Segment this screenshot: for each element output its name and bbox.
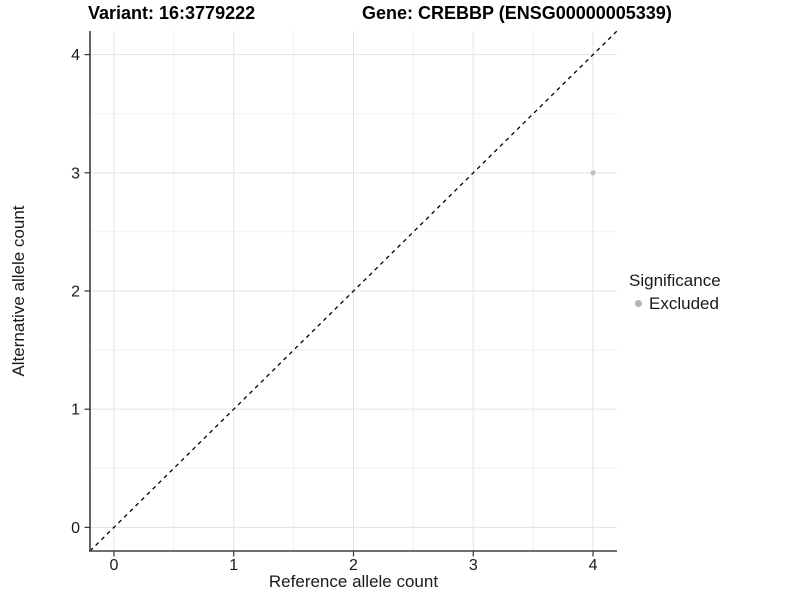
x-tick-label: 3 [469, 557, 478, 574]
legend-item-label: Excluded [649, 294, 719, 313]
x-axis-title: Reference allele count [268, 572, 439, 591]
variant-title: Variant: 16:3779222 [88, 3, 256, 23]
y-axis-title: Alternative allele count [9, 205, 28, 377]
y-tick-label: 3 [71, 165, 80, 182]
legend-item-excluded: Excluded [629, 293, 721, 314]
legend-title: Significance [629, 271, 721, 290]
gene-title: Gene: CREBBP (ENSG00000005339) [362, 3, 672, 23]
y-tick-label: 2 [71, 284, 80, 301]
excluded-point-icon [635, 300, 642, 307]
identity-line [89, 30, 618, 552]
x-tick-label: 4 [589, 557, 598, 574]
legend: Significance Excluded [629, 270, 721, 314]
y-tick-label: 4 [71, 47, 80, 64]
x-tick-label: 1 [229, 557, 238, 574]
x-tick-label: 2 [349, 557, 358, 574]
y-tick-label: 1 [71, 402, 80, 419]
x-tick-label: 0 [110, 557, 119, 574]
y-tick-label: 0 [71, 520, 80, 537]
data-point [590, 170, 596, 176]
